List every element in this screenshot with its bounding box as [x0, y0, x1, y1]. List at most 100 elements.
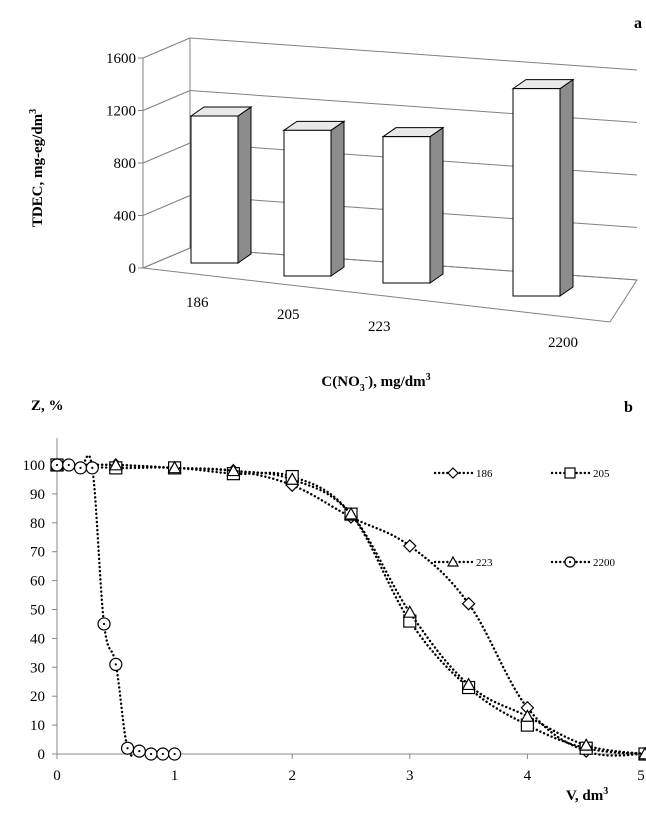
x-tick-label: 2	[288, 768, 296, 784]
series-2200	[50, 454, 182, 761]
y-tick-label: 20	[30, 689, 45, 705]
y-tick-label: 40	[30, 631, 45, 647]
gridline-side	[142, 195, 191, 216]
data-point-triangle	[520, 709, 535, 722]
bar-side-face	[330, 120, 345, 277]
x-axis-title: C(NO3-), mg/dm3	[321, 372, 430, 394]
x-tick-label: 0	[53, 768, 61, 784]
data-point-circle	[120, 741, 135, 755]
data-point-circle	[168, 747, 182, 761]
gridline-side	[142, 142, 191, 164]
data-point-circle	[73, 461, 88, 475]
bar	[282, 120, 346, 277]
bar-side-face	[237, 106, 252, 264]
y-tick-label: 0	[129, 261, 137, 277]
data-point-circle	[62, 458, 76, 472]
gridline-side	[142, 37, 191, 59]
y-tick-labels: 0 400 800 1200 1600	[106, 51, 136, 277]
y-tick-label: 800	[114, 156, 137, 172]
y-tick-label: 50	[30, 603, 45, 619]
bar-front-face	[283, 129, 332, 277]
panel-a-label: a	[634, 15, 642, 32]
gridline	[189, 37, 638, 71]
data-point-triangle	[285, 472, 300, 485]
data-point-circle	[156, 747, 170, 761]
panel-b-label: b	[624, 399, 633, 416]
data-point-circle	[144, 747, 158, 761]
series-line	[55, 463, 646, 756]
y-tick-label: 100	[23, 458, 46, 474]
data-point-triangle	[343, 506, 359, 520]
series-223	[49, 457, 646, 760]
data-point-circle	[85, 461, 99, 475]
axes	[56, 438, 646, 755]
gridline-side	[142, 247, 191, 269]
data-point-diamond	[447, 467, 459, 479]
data-point-diamond	[461, 596, 476, 611]
data-point-triangle	[108, 457, 123, 471]
data-point-circle	[50, 458, 64, 472]
legend-item: 186	[433, 467, 493, 480]
data-point-square	[564, 467, 576, 479]
x-tick-labels: 0 1 2 3 4 5	[53, 768, 645, 784]
y-tick-label: 0	[38, 747, 46, 763]
y-tick-label: 1600	[106, 51, 136, 67]
y-tick-label: 60	[30, 574, 45, 590]
series-line	[55, 454, 176, 757]
data-point-circle	[97, 617, 111, 631]
line-chart-panel: Z, % b 0 10 20 30 40 50 60 70 80 90 100 0 1 2 3 4 5 186…	[23, 398, 646, 804]
bar-front-face	[512, 88, 561, 297]
series-205	[50, 458, 646, 761]
data-point-diamond	[402, 539, 417, 553]
x-tick-label: 4	[524, 768, 532, 784]
x-axis-title: V, dm3	[566, 786, 608, 804]
legend-label: 205	[593, 468, 610, 480]
x-tick-label: 2200	[548, 335, 578, 351]
data-point-circle	[132, 744, 146, 758]
y-tick-label: 10	[30, 718, 45, 734]
data-point-triangle	[579, 738, 594, 751]
y-tick-label: 1200	[106, 104, 136, 120]
legend-label: 223	[476, 557, 493, 569]
data-point-triangle	[167, 460, 182, 474]
y-tick-label: 80	[30, 516, 45, 532]
x-tick-label: 3	[406, 768, 414, 784]
data-point-circle	[564, 556, 576, 568]
legend: 186 205 223 2200	[433, 467, 616, 569]
data-point-circle	[109, 657, 123, 672]
data-point-triangle	[226, 463, 241, 477]
bar	[511, 78, 575, 297]
x-tick-label: 205	[277, 307, 300, 323]
bar-chart-panel: a 0 400 800 1200 1600 186 205 223 2200 TDEC, mg…	[28, 15, 642, 394]
bar-front-face	[190, 115, 239, 264]
bars	[189, 78, 575, 297]
y-tick-label: 90	[30, 487, 45, 503]
y-tick-label: 400	[114, 209, 137, 225]
x-tick-labels: 186 205 223 2200	[186, 295, 578, 351]
x-tick-label: 5	[637, 768, 645, 784]
data-point-triangle	[446, 555, 460, 567]
series-186	[50, 458, 646, 761]
bar-side-face	[559, 78, 574, 297]
series-lines	[49, 454, 646, 761]
legend-item: 2200	[550, 556, 616, 569]
legend-item: 205	[550, 467, 610, 480]
bar-front-face	[382, 136, 431, 284]
legend-label: 186	[476, 468, 493, 480]
x-tick-label: 186	[186, 295, 209, 311]
bar	[381, 126, 445, 284]
y-axis-title-partial: Z, %	[31, 398, 64, 414]
data-point-triangle	[461, 677, 476, 691]
gridline-side	[142, 90, 191, 111]
x-tick-label: 223	[368, 319, 391, 335]
legend-item: 223	[433, 555, 493, 569]
y-tick-label: 30	[30, 660, 45, 676]
data-point-triangle	[637, 746, 646, 760]
y-axis-title: TDEC, mg-eg/dm3	[28, 109, 46, 227]
y-tick-labels: 0 10 20 30 40 50 60 70 80 90 100	[23, 458, 46, 763]
bar-side-face	[429, 126, 444, 284]
x-tick-label: 1	[171, 768, 179, 784]
data-point-triangle	[402, 605, 417, 618]
y-tick-label: 70	[30, 545, 45, 561]
